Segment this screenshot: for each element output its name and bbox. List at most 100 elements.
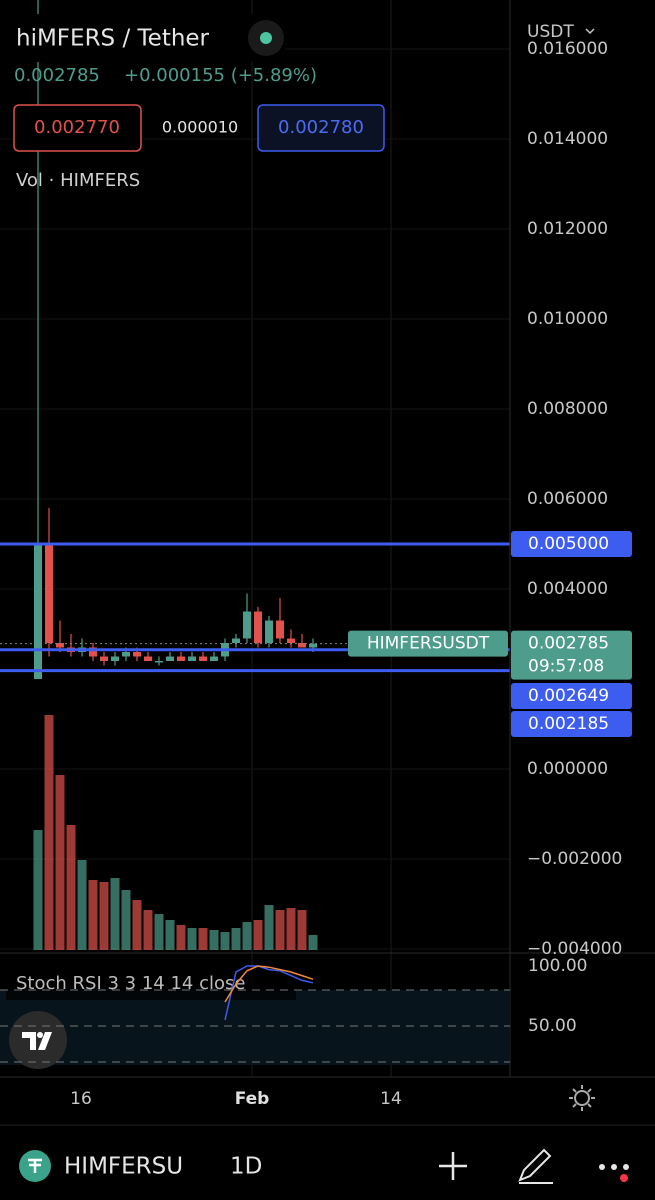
volume-bar — [66, 825, 76, 950]
status-dot — [260, 32, 272, 44]
volume-bar — [231, 928, 241, 950]
candle-body — [144, 656, 152, 661]
candle-body — [34, 544, 42, 679]
y-tick-label: 100.00 — [528, 956, 587, 976]
buy-button[interactable] — [257, 104, 385, 152]
level-tag — [511, 711, 632, 737]
logo[interactable] — [9, 1011, 67, 1069]
symbol-title: hiMFERS / Tether — [16, 26, 210, 52]
candle-body — [298, 643, 306, 648]
candle-body — [56, 643, 64, 648]
volume-bar — [176, 925, 186, 950]
candle-body — [309, 643, 317, 648]
stoch-band — [0, 990, 510, 1065]
volume-bar — [297, 910, 307, 950]
currency[interactable]: USDT — [527, 22, 574, 42]
currency-caret[interactable] — [585, 28, 595, 35]
logo-dot — [37, 1032, 43, 1038]
volume-bar — [99, 882, 109, 950]
volume-bar — [110, 878, 120, 950]
y-tick-label: 0.012000 — [527, 219, 608, 239]
candle-body — [210, 656, 218, 661]
notification-dot — [620, 1174, 628, 1182]
currency-bg — [512, 14, 655, 48]
volume-bar — [121, 890, 131, 950]
volume-bar — [242, 922, 252, 950]
stoch-k-line — [224, 965, 314, 1021]
volume-bar — [209, 930, 219, 950]
volume-bar — [88, 880, 98, 950]
level-label: 0.002649 — [528, 686, 609, 706]
ask-price[interactable]: 0.002780 — [278, 117, 364, 138]
add-icon[interactable] — [439, 1152, 467, 1180]
candle-body — [243, 611, 251, 639]
candle-body — [254, 611, 262, 643]
stoch-d-line — [224, 965, 314, 1003]
y-tick-label: −0.002000 — [527, 849, 622, 869]
candle-body — [232, 638, 240, 643]
draw-icon[interactable] — [518, 1148, 553, 1184]
volume-bar — [55, 775, 65, 950]
volume-bar — [143, 910, 153, 950]
volume-bar — [198, 928, 208, 950]
volume-bar — [44, 715, 54, 950]
y-tick-label: 0.008000 — [527, 399, 608, 419]
candle-body — [177, 656, 185, 661]
volume-bar — [264, 905, 274, 950]
y-tick-label: −0.004000 — [527, 939, 622, 959]
candle-body — [133, 652, 141, 657]
more-icon[interactable] — [599, 1164, 629, 1170]
grid — [251, 0, 392, 1077]
candle-body — [45, 544, 53, 643]
y-tick-label: 0.004000 — [527, 579, 608, 599]
volume-bar — [275, 910, 285, 950]
volume-label: Vol · HIMFERS — [16, 170, 140, 191]
settings-icon[interactable] — [569, 1085, 595, 1111]
footer-interval[interactable]: 1D — [230, 1154, 262, 1180]
logo-mark — [22, 1032, 52, 1050]
stoch-title-bg — [6, 970, 296, 1000]
level-tag — [511, 531, 632, 557]
candle-body — [287, 638, 295, 643]
candle-body — [89, 647, 97, 657]
candle-body — [276, 620, 284, 639]
candle-body — [199, 656, 207, 661]
last-price: 0.002785 — [14, 65, 100, 86]
coin-glyph — [28, 1158, 42, 1173]
bid-price[interactable]: 0.002770 — [34, 117, 120, 138]
level-label: 0.002185 — [528, 714, 609, 734]
header-bg — [0, 14, 285, 62]
y-tick-label: 0.014000 — [527, 129, 608, 149]
volume-bar — [33, 830, 43, 950]
level-tag — [511, 683, 632, 709]
sell-button[interactable] — [13, 104, 142, 152]
countdown: 09:57:08 — [528, 657, 604, 677]
candle-body — [122, 652, 130, 657]
volume-bar — [253, 920, 263, 950]
symbol-label: HIMFERSUSDT — [367, 634, 490, 654]
y-tick-label: 50.00 — [528, 1016, 577, 1036]
candle-body — [166, 656, 174, 661]
volume-bar — [286, 908, 296, 950]
footer-symbol[interactable]: HIMFERSU — [64, 1154, 183, 1180]
volume-bar — [308, 935, 318, 950]
level-label: 0.005000 — [528, 534, 609, 554]
candle-body — [111, 656, 119, 661]
volume-bar — [187, 928, 197, 950]
y-tick-label: 0.016000 — [527, 39, 608, 59]
volume-bar — [220, 932, 230, 950]
last-price-label: 0.002785 — [528, 634, 609, 654]
stoch-title: Stoch RSI 3 3 14 14 close — [16, 973, 245, 994]
candle-body — [265, 620, 273, 643]
price-change: +0.000155 (+5.89%) — [124, 65, 317, 86]
candle-body — [100, 656, 108, 661]
y-tick-label: 0.006000 — [527, 489, 608, 509]
volume-bar — [77, 860, 87, 950]
y-tick-label: 0.010000 — [527, 309, 608, 329]
spread: 0.000010 — [162, 118, 238, 137]
x-tick-label: 16 — [70, 1089, 92, 1109]
symbol-tag — [348, 630, 508, 657]
volume-bar — [154, 914, 164, 950]
